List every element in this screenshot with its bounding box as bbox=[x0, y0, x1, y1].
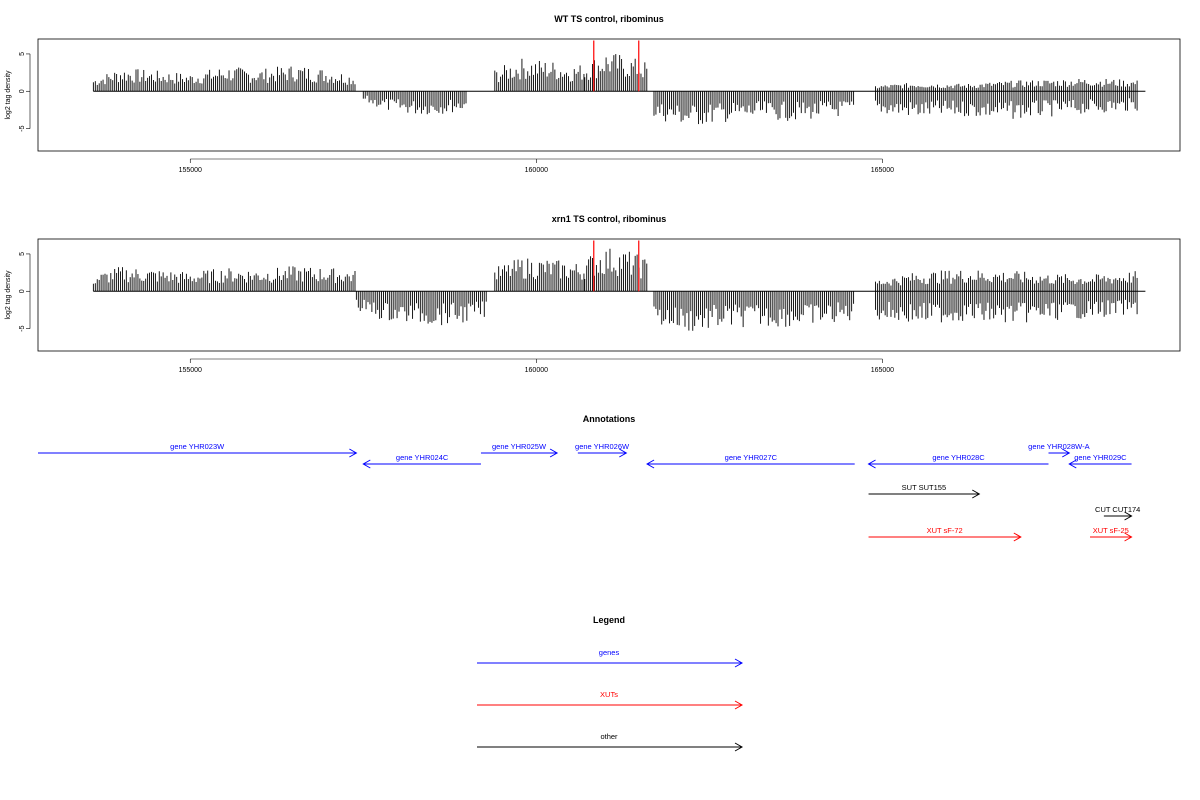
arrowhead-icon bbox=[1062, 448, 1071, 458]
series-5 bbox=[875, 91, 1138, 119]
annotation-feature: gene YHR029C bbox=[1068, 453, 1132, 469]
arrowhead-icon bbox=[1124, 532, 1133, 542]
series-1 bbox=[362, 91, 467, 115]
wt-track-title: WT TS control, ribominus bbox=[554, 14, 664, 24]
arrowhead-icon bbox=[619, 448, 628, 458]
feature-label: gene YHR026W bbox=[575, 442, 630, 451]
annotation-feature: XUT sF-72 bbox=[868, 526, 1022, 542]
series-5 bbox=[875, 291, 1138, 323]
xrn1-ylabel: log2 tag density bbox=[5, 270, 12, 320]
x-tick-label: 165000 bbox=[871, 167, 894, 174]
feature-label: gene YHR028C bbox=[932, 453, 985, 462]
series-2 bbox=[494, 58, 585, 92]
arrowhead-icon bbox=[549, 448, 559, 458]
series-2 bbox=[494, 258, 585, 292]
legend-label: genes bbox=[599, 648, 620, 657]
x-tick-label: 160000 bbox=[525, 167, 548, 174]
feature-label: gene YHR024C bbox=[396, 453, 449, 462]
annotation-features: gene YHR023W gene YHR024C gene YHR025W gene… bbox=[38, 442, 1140, 542]
y-tick-label: 5 bbox=[19, 252, 26, 256]
arrowhead-icon bbox=[1068, 459, 1077, 469]
feature-label: SUT SUT155 bbox=[902, 483, 946, 492]
series-6 bbox=[875, 79, 1138, 92]
annotation-feature: gene YHR027C bbox=[646, 453, 855, 469]
arrowhead-icon bbox=[867, 459, 876, 469]
xrn1-track-marks bbox=[92, 240, 1146, 331]
feature-label: gene YHR023W bbox=[170, 442, 225, 451]
legend-items: genes XUTs other bbox=[477, 648, 744, 752]
x-tick-label: 160000 bbox=[525, 367, 548, 374]
legend-label: XUTs bbox=[600, 690, 618, 699]
arrowhead-icon bbox=[734, 742, 744, 752]
arrowhead-icon bbox=[362, 459, 371, 469]
series-6 bbox=[875, 270, 1138, 292]
arrowhead-icon bbox=[1013, 532, 1022, 542]
x-tick-label: 155000 bbox=[179, 167, 202, 174]
y-tick-label: 0 bbox=[19, 289, 26, 293]
arrowhead-icon bbox=[646, 459, 655, 469]
arrowhead-icon bbox=[1124, 511, 1133, 521]
legend-label: other bbox=[600, 732, 618, 741]
annotation-feature: CUT CUT174 bbox=[1095, 505, 1140, 521]
annotation-feature: XUT sF-25 bbox=[1090, 526, 1133, 542]
feature-label: XUT sF-72 bbox=[927, 526, 963, 535]
xrn1-plot-frame bbox=[37, 238, 1181, 352]
annotation-feature: SUT SUT155 bbox=[868, 483, 981, 499]
arrowhead-icon bbox=[734, 700, 744, 710]
x-tick-label: 165000 bbox=[871, 367, 894, 374]
feature-label: gene YHR029C bbox=[1074, 453, 1127, 462]
feature-label: CUT CUT174 bbox=[1095, 505, 1140, 514]
y-tick-label: -5 bbox=[19, 125, 26, 131]
wt-track-axes: -5 0 5 155000 160000 165000 bbox=[19, 52, 894, 174]
arrowhead-icon bbox=[349, 448, 358, 458]
series-4 bbox=[653, 291, 855, 331]
annotation-feature: gene YHR028C bbox=[867, 453, 1049, 469]
xrn1-track-panel: xrn1 TS control, ribominus -5 0 5 155000 160… bbox=[5, 214, 1181, 374]
legend-panel: Legend genes XUTs other bbox=[477, 615, 744, 752]
legend-title: Legend bbox=[593, 615, 625, 625]
annotation-feature: gene YHR028W-A bbox=[1028, 442, 1090, 458]
legend-item: genes bbox=[477, 648, 744, 668]
wt-track-panel: WT TS control, ribominus -5 0 5 155000 16000… bbox=[5, 14, 1181, 174]
legend-item: other bbox=[477, 732, 744, 752]
series-3 bbox=[584, 54, 648, 92]
wt-track-marks bbox=[92, 40, 1146, 125]
series-0 bbox=[92, 66, 356, 92]
series-0 bbox=[92, 266, 356, 292]
feature-label: XUT sF-25 bbox=[1093, 526, 1129, 535]
wt-ylabel: log2 tag density bbox=[5, 70, 12, 120]
series-3 bbox=[584, 248, 648, 292]
arrowhead-icon bbox=[734, 658, 744, 668]
legend-item: XUTs bbox=[477, 690, 744, 710]
annotation-feature: gene YHR025W bbox=[480, 442, 559, 458]
feature-label: gene YHR028W-A bbox=[1028, 442, 1089, 451]
y-tick-label: 0 bbox=[19, 89, 26, 93]
annotation-feature: gene YHR023W bbox=[38, 442, 358, 458]
annotation-feature: gene YHR026W bbox=[575, 442, 630, 458]
x-tick-label: 155000 bbox=[179, 367, 202, 374]
annotations-title: Annotations bbox=[583, 414, 636, 424]
xrn1-track-axes: -5 0 5 155000 160000 165000 bbox=[19, 252, 894, 374]
series-1 bbox=[355, 291, 487, 326]
feature-label: gene YHR027C bbox=[725, 453, 778, 462]
arrowhead-icon bbox=[972, 489, 981, 499]
series-4 bbox=[653, 91, 855, 125]
feature-label: gene YHR025W bbox=[492, 442, 547, 451]
xrn1-track-title: xrn1 TS control, ribominus bbox=[552, 214, 667, 224]
annotation-feature: gene YHR024C bbox=[362, 453, 481, 469]
y-tick-label: 5 bbox=[19, 52, 26, 56]
y-tick-label: -5 bbox=[19, 325, 26, 331]
wt-plot-frame bbox=[37, 38, 1181, 152]
